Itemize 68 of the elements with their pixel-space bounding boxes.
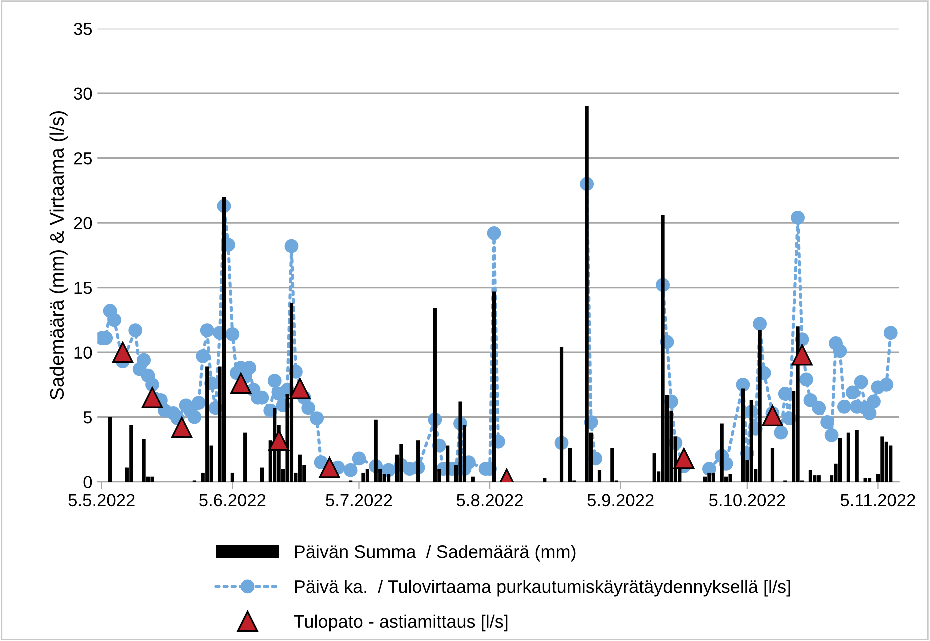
y-tick-label: 25 bbox=[74, 152, 92, 165]
bar bbox=[362, 472, 366, 482]
bar bbox=[770, 448, 775, 482]
bar bbox=[260, 468, 264, 482]
bar bbox=[889, 446, 893, 482]
y-tick-label: 10 bbox=[74, 346, 92, 360]
x-tick-label: 5.5.2022 bbox=[68, 494, 135, 507]
point bbox=[142, 387, 164, 408]
bar bbox=[433, 308, 437, 482]
bar bbox=[661, 215, 665, 482]
bar bbox=[703, 476, 708, 482]
y-tick-label: 20 bbox=[74, 217, 92, 230]
bar bbox=[741, 388, 745, 482]
bar bbox=[880, 436, 884, 482]
bar bbox=[708, 472, 712, 482]
bar bbox=[206, 366, 210, 482]
point bbox=[319, 457, 340, 478]
bar bbox=[598, 470, 602, 482]
bar bbox=[610, 448, 614, 482]
bar bbox=[868, 478, 872, 482]
x-tick-label: 5.10.2022 bbox=[709, 494, 786, 507]
y-axis-title: Sademäärä (mm) & Virtaama (l/s) bbox=[50, 111, 68, 400]
bar bbox=[712, 472, 716, 482]
bar bbox=[652, 454, 656, 482]
point bbox=[230, 373, 252, 394]
bar bbox=[374, 420, 378, 482]
x-tick-label: 5.6.2022 bbox=[200, 494, 266, 507]
bar bbox=[864, 478, 868, 482]
bar bbox=[808, 470, 812, 482]
bar bbox=[817, 476, 821, 482]
bar bbox=[838, 438, 842, 482]
y-tick-label: 5 bbox=[84, 412, 92, 424]
bar bbox=[458, 402, 462, 482]
point bbox=[762, 405, 784, 427]
bar bbox=[471, 476, 475, 482]
bar bbox=[142, 439, 146, 482]
point bbox=[792, 344, 813, 366]
y-tick-label: 30 bbox=[74, 88, 92, 100]
bar bbox=[543, 478, 547, 482]
bar bbox=[108, 417, 112, 482]
x-tick-label: 5.9.2022 bbox=[588, 494, 654, 507]
point bbox=[112, 342, 134, 364]
bar bbox=[855, 430, 859, 482]
point bbox=[674, 448, 695, 470]
y-tick-label: 15 bbox=[74, 282, 92, 294]
bar bbox=[720, 424, 724, 482]
x-tick-label: 5.11.2022 bbox=[840, 494, 916, 507]
bar bbox=[244, 432, 248, 482]
bar bbox=[585, 106, 589, 482]
legend-label: Tulopato - astiamittaus [l/s] bbox=[294, 614, 508, 632]
bar bbox=[846, 432, 850, 482]
bar bbox=[150, 476, 154, 482]
bar bbox=[728, 474, 732, 482]
bar bbox=[366, 469, 370, 482]
legend-label: Päivän Summa / Sademäärä (mm) bbox=[295, 545, 576, 562]
bar bbox=[230, 472, 234, 482]
x-tick-label: 5.7.2022 bbox=[326, 494, 392, 507]
legend-label: Päivä ka. / Tulovirtaama purkautumiskäyrätäydennyksellä [l/s] bbox=[295, 580, 790, 597]
bar bbox=[130, 425, 134, 482]
bar bbox=[568, 448, 572, 482]
bar bbox=[446, 446, 450, 482]
point bbox=[268, 430, 290, 452]
x-tick-label: 5.8.2022 bbox=[456, 494, 523, 507]
point bbox=[171, 417, 193, 438]
bar bbox=[298, 454, 302, 482]
y-tick-label: 0 bbox=[84, 476, 92, 488]
y-tick-label: 35 bbox=[74, 23, 92, 36]
point bbox=[290, 378, 311, 400]
